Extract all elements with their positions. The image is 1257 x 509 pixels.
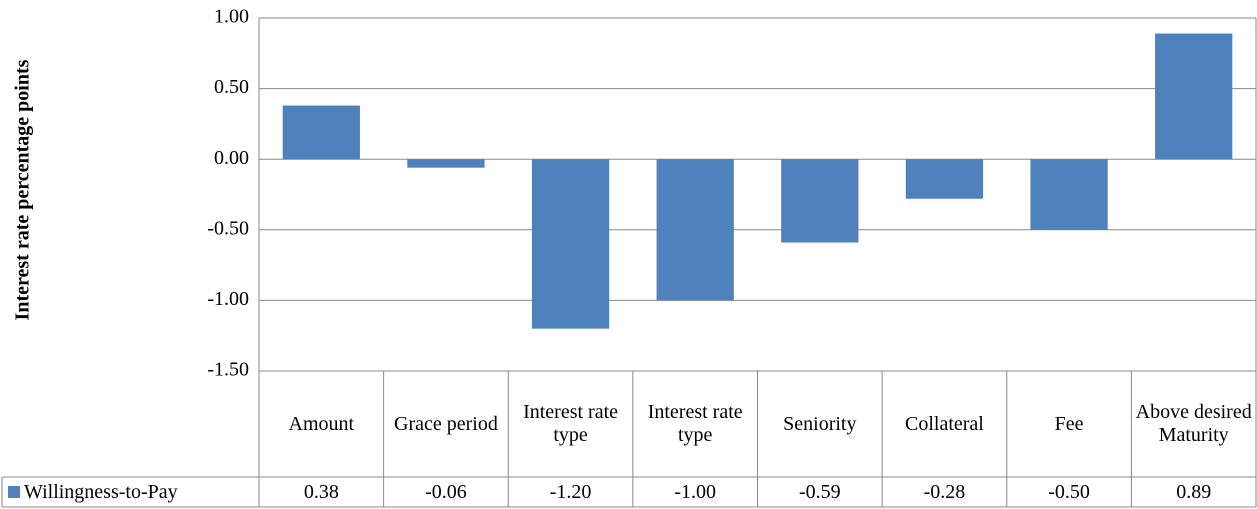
x-tick-label: Grace period (394, 412, 498, 435)
x-tick-label: Interest rate type (523, 401, 619, 446)
y-tick-label: 1.00 (214, 6, 249, 28)
bar (656, 159, 734, 301)
value-label: 0.89 (1176, 480, 1212, 503)
bar (282, 105, 360, 160)
bar (1155, 33, 1233, 160)
value-label: -0.59 (798, 480, 841, 503)
bar (781, 159, 859, 243)
y-tick-label: -0.50 (207, 217, 249, 239)
value-label: -0.06 (425, 480, 467, 503)
value-label: -1.20 (549, 480, 592, 503)
bar (1030, 159, 1108, 230)
value-label: -0.50 (1048, 480, 1090, 503)
y-tick-label: 0.50 (214, 76, 249, 98)
bar (905, 159, 984, 199)
y-tick-label: -1.00 (207, 288, 249, 310)
x-tick-label: Fee (1054, 412, 1084, 435)
value-label: -0.28 (923, 480, 966, 503)
legend-swatch (8, 486, 20, 498)
bar (531, 159, 610, 329)
bar (407, 159, 485, 168)
legend-label: Willingness-to-Pay (24, 480, 178, 503)
x-tick-label: Amount (288, 412, 355, 435)
y-tick-label: -1.50 (207, 359, 249, 381)
x-tick-label: Interest rate type (647, 401, 743, 446)
x-tick-label: Above desired Maturity (1135, 401, 1252, 446)
y-axis-title: Interest rate percentage points (12, 59, 34, 320)
x-tick-label: Collateral (905, 412, 984, 435)
value-label: -1.00 (674, 480, 717, 503)
value-label: 0.38 (303, 480, 339, 503)
x-tick-label: Seniority (783, 412, 857, 435)
y-tick-label: 0.00 (214, 147, 249, 169)
